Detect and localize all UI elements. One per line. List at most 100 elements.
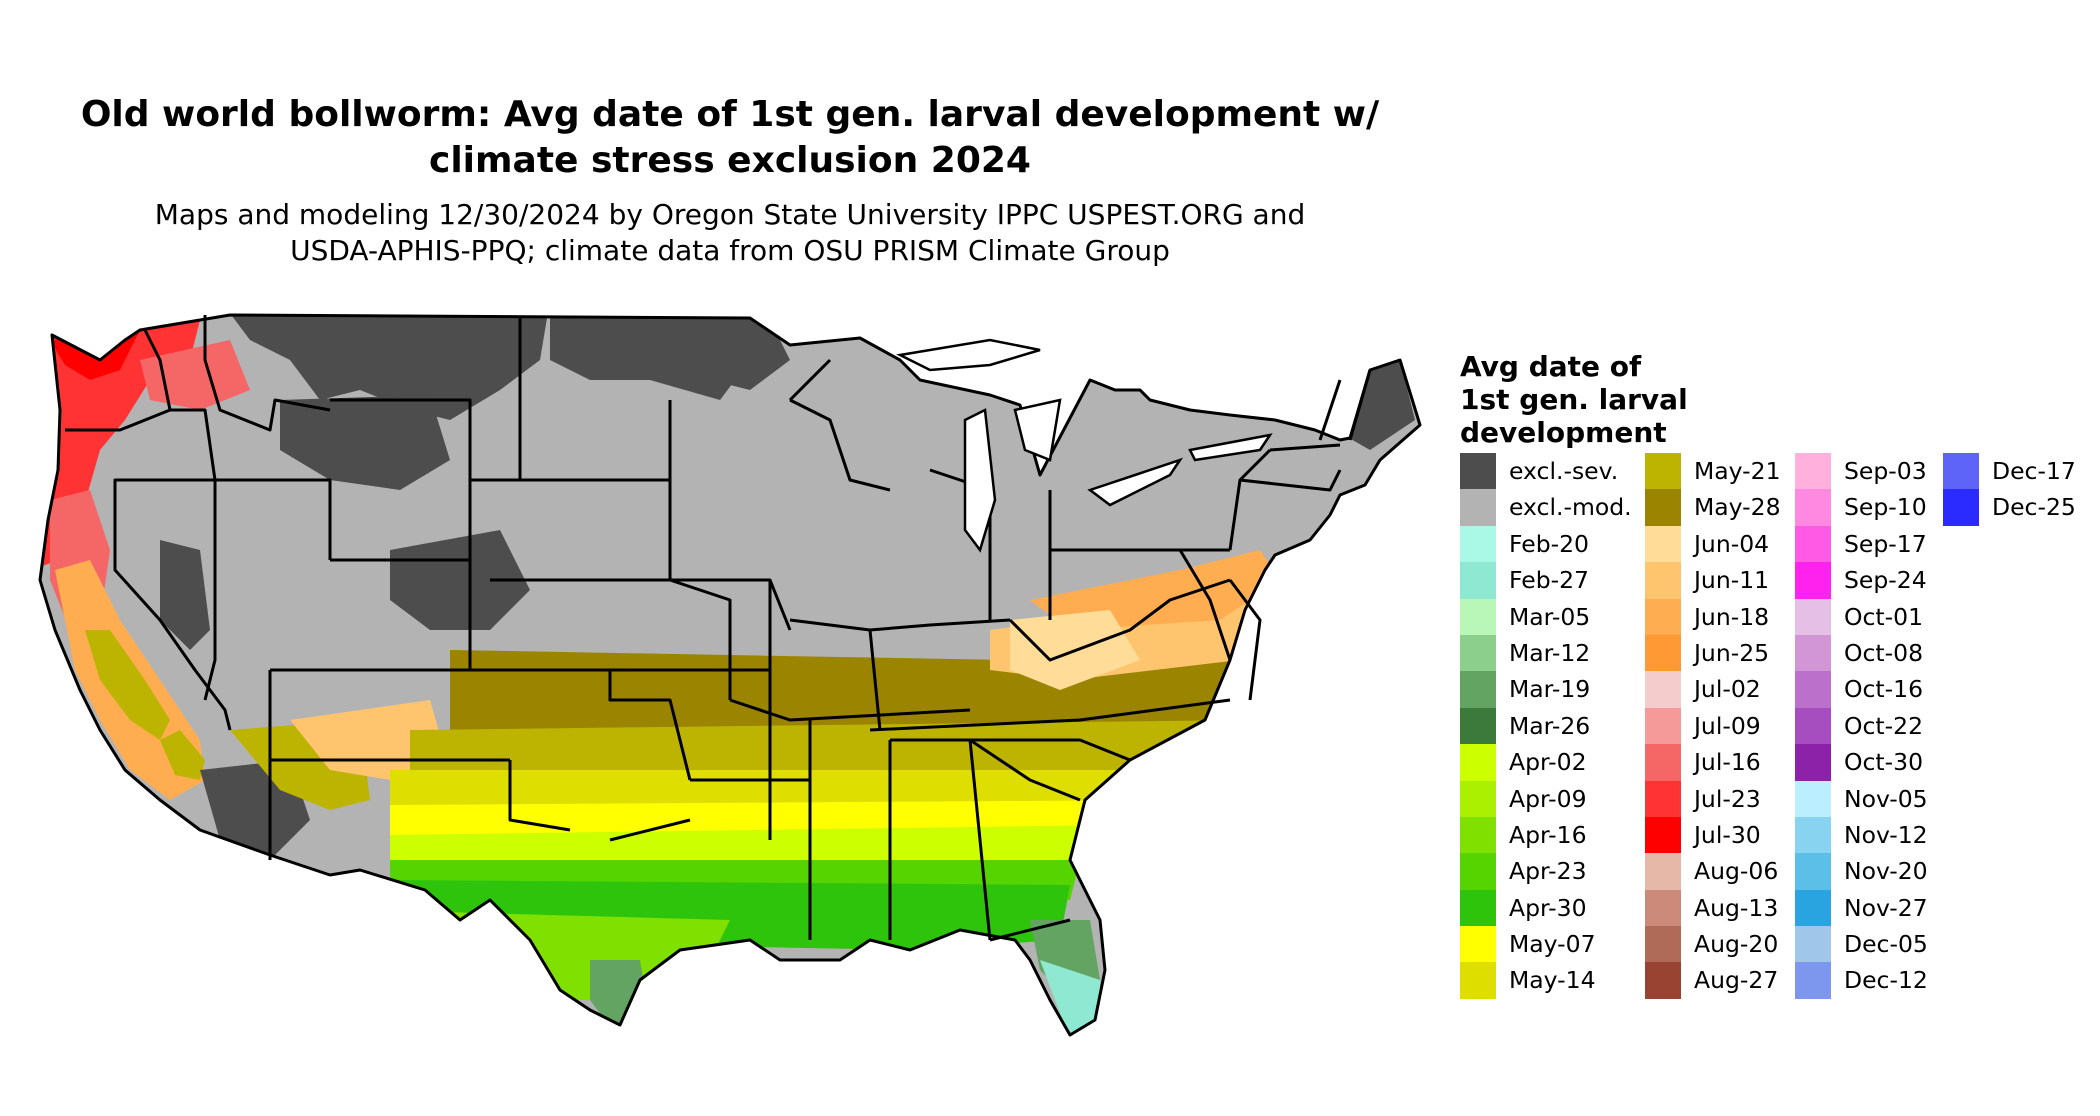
- legend-label: Oct-16: [1844, 675, 1924, 704]
- legend-swatch: [1645, 525, 1681, 563]
- legend-label: Mar-05: [1509, 602, 1591, 631]
- us-map: [38, 313, 1422, 1037]
- legend-label: Nov-27: [1844, 893, 1928, 922]
- legend-label: excl.-mod.: [1509, 493, 1632, 522]
- legend-swatch: [1645, 780, 1681, 817]
- legend-swatch: [1795, 562, 1831, 599]
- legend-swatch: [1795, 671, 1831, 708]
- legend-swatch: [1943, 489, 1979, 526]
- legend-label: Sep-10: [1844, 493, 1927, 522]
- legend-label: May-14: [1509, 966, 1596, 995]
- legend-swatch: [1460, 453, 1496, 490]
- legend-swatch: [1645, 816, 1681, 854]
- legend-label: Apr-30: [1509, 893, 1587, 922]
- legend-label: Jun-18: [1694, 602, 1770, 631]
- legend-swatch: [1795, 962, 1831, 999]
- legend-label: Mar-26: [1509, 711, 1591, 740]
- legend-label: Dec-17: [1992, 457, 2076, 485]
- legend-swatch: [1460, 889, 1496, 927]
- legend-swatch: [1460, 562, 1496, 599]
- legend-label: Jun-11: [1694, 566, 1770, 595]
- legend-swatch: [1795, 525, 1831, 563]
- legend-swatch: [1460, 707, 1496, 745]
- legend-label: Feb-20: [1509, 529, 1589, 558]
- legend-title-line-3: development: [1460, 416, 1667, 449]
- legend-label: Apr-09: [1509, 784, 1587, 813]
- legend-label: Mar-19: [1509, 675, 1591, 704]
- legend-label: Aug-20: [1694, 930, 1779, 959]
- legend-label: Jul-23: [1694, 784, 1761, 813]
- map-title-line-2: climate stress exclusion 2024: [429, 140, 1031, 181]
- legend-swatch: [1645, 744, 1681, 781]
- legend-swatch: [1795, 489, 1831, 526]
- legend-swatch: [1460, 634, 1496, 672]
- legend-label: excl.-sev.: [1509, 457, 1619, 485]
- legend-swatch: [1460, 671, 1496, 708]
- legend-label: Jun-04: [1694, 529, 1770, 558]
- legend-title: Avg date of 1st gen. larval development: [1460, 350, 1688, 449]
- legend-swatch: [1795, 598, 1831, 635]
- legend-label: Aug-13: [1694, 893, 1779, 922]
- legend-label: Nov-20: [1844, 857, 1928, 886]
- legend-swatch: [1460, 744, 1496, 781]
- legend-label: Nov-12: [1844, 820, 1928, 849]
- legend-swatch: [1460, 489, 1496, 526]
- legend-label: Oct-30: [1844, 748, 1924, 777]
- legend-swatch: [1943, 453, 1979, 490]
- legend-swatch: [1645, 598, 1681, 635]
- legend-swatch: [1795, 634, 1831, 672]
- legend-swatch: [1645, 853, 1681, 890]
- legend-title-line-2: 1st gen. larval: [1460, 383, 1688, 416]
- legend-swatch: [1645, 962, 1681, 999]
- legend-swatch: [1795, 453, 1831, 490]
- legend-label: Apr-23: [1509, 857, 1587, 886]
- legend-label: Mar-12: [1509, 638, 1591, 667]
- legend-swatch: [1795, 889, 1831, 927]
- legend-swatch: [1460, 962, 1496, 999]
- map-subtitle-line-1: Maps and modeling 12/30/2024 by Oregon S…: [154, 198, 1306, 231]
- legend-title-line-1: Avg date of: [1460, 350, 1642, 383]
- map-title-line-1: Old world bollworm: Avg date of 1st gen.…: [80, 94, 1380, 135]
- legend-swatch: [1795, 816, 1831, 854]
- legend-swatch: [1795, 780, 1831, 817]
- legend-label: Dec-05: [1844, 930, 1928, 959]
- legend-swatch: [1645, 634, 1681, 672]
- legend-swatch: [1460, 525, 1496, 563]
- legend-label: May-28: [1694, 493, 1781, 522]
- legend-swatch: [1460, 853, 1496, 890]
- legend-swatch: [1645, 707, 1681, 745]
- legend-label: Dec-25: [1992, 493, 2076, 522]
- legend-label: Jun-25: [1694, 638, 1770, 667]
- legend-label: Jul-16: [1694, 748, 1761, 777]
- legend-swatch: [1795, 707, 1831, 745]
- legend-label: Oct-08: [1844, 638, 1924, 667]
- legend-label: Apr-16: [1509, 820, 1587, 849]
- legend-label: Apr-02: [1509, 748, 1587, 777]
- legend-label: Sep-17: [1844, 529, 1927, 558]
- legend-swatch: [1795, 853, 1831, 890]
- legend-swatch: [1645, 889, 1681, 927]
- legend-swatch: [1645, 671, 1681, 708]
- legend-label: Nov-05: [1844, 784, 1928, 813]
- legend-swatch: [1795, 744, 1831, 781]
- legend-swatch: [1645, 489, 1681, 526]
- legend-label: Jul-02: [1694, 675, 1761, 704]
- legend-swatch: [1460, 816, 1496, 854]
- legend-swatch: [1795, 926, 1831, 963]
- legend-label: Jul-30: [1694, 820, 1761, 849]
- legend-swatch: [1645, 453, 1681, 490]
- legend-label: Sep-03: [1844, 457, 1927, 485]
- legend-swatch: [1460, 780, 1496, 817]
- legend-label: Dec-12: [1844, 966, 1928, 995]
- map-subtitle-line-2: USDA-APHIS-PPQ; climate data from OSU PR…: [290, 234, 1170, 267]
- legend-swatch: [1460, 598, 1496, 635]
- legend-label: May-21: [1694, 457, 1781, 485]
- legend-label: May-07: [1509, 930, 1596, 959]
- legend-label: Feb-27: [1509, 566, 1589, 595]
- legend-swatch: [1460, 926, 1496, 963]
- legend-label: Aug-27: [1694, 966, 1779, 995]
- legend-label: Sep-24: [1844, 566, 1927, 595]
- legend-swatch: [1645, 926, 1681, 963]
- legend-swatch: [1645, 562, 1681, 599]
- legend-label: Jul-09: [1694, 711, 1761, 740]
